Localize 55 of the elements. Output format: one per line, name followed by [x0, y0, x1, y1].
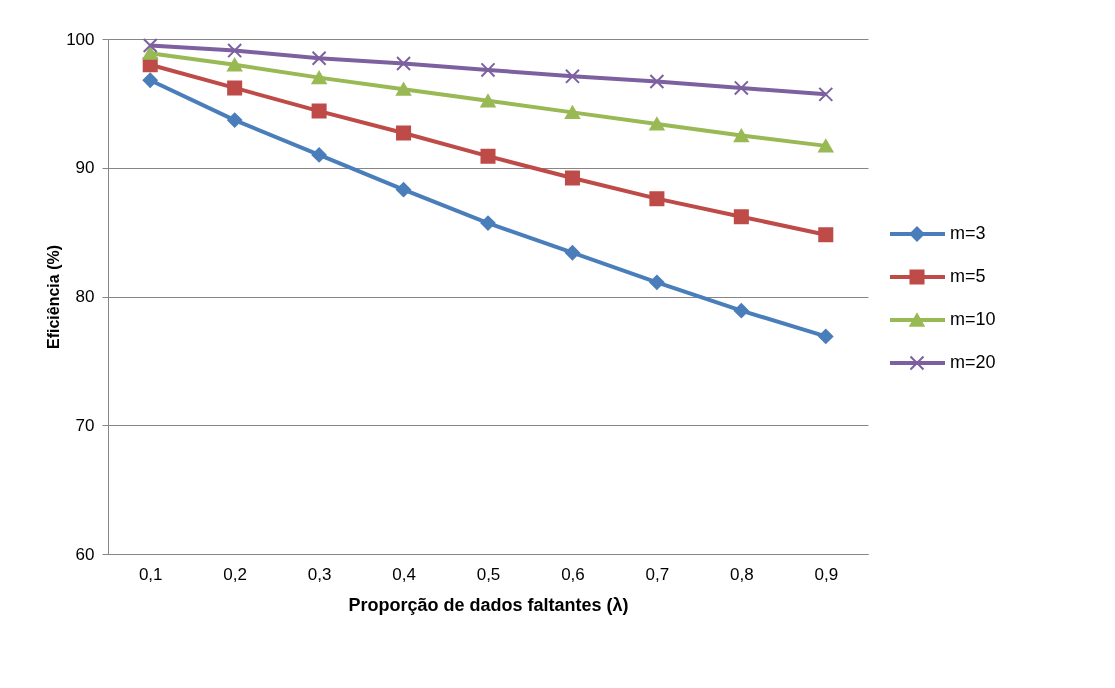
point: [227, 80, 243, 96]
point: [311, 103, 327, 119]
point: [564, 105, 580, 120]
point: [649, 191, 665, 207]
x-tick-label: 0,1: [138, 564, 163, 584]
point: [142, 46, 158, 60]
point: [564, 245, 580, 261]
point: [818, 227, 834, 243]
point: [311, 147, 327, 163]
point: [818, 86, 834, 102]
point: [733, 80, 749, 96]
legend-label: m=3: [950, 223, 986, 243]
x-axis-title: Proporção de dados faltantes (λ): [348, 594, 629, 615]
legend-label: m=5: [950, 266, 986, 286]
point: [311, 50, 327, 66]
y-tick-label: 80: [75, 287, 95, 306]
point: [733, 209, 749, 225]
point: [142, 37, 158, 53]
point: [649, 117, 665, 131]
x-tick-label: 0,5: [476, 564, 501, 584]
point: [564, 170, 580, 186]
legend-label: m=10: [950, 309, 996, 329]
point: [396, 125, 412, 141]
y-tick-label: 70: [75, 415, 95, 435]
y-axis-title: Eficiência (%): [45, 244, 63, 350]
x-tick-label: 0,7: [645, 564, 670, 584]
point: [227, 112, 243, 128]
y-tick-label: 100: [66, 29, 95, 49]
point: [480, 148, 496, 164]
point: [480, 62, 496, 78]
point: [480, 215, 496, 231]
point: [649, 274, 665, 290]
x-tick-label: 0,2: [223, 564, 247, 584]
x-tick-label: 0,4: [392, 564, 416, 584]
x-tick-label: 0,8: [730, 564, 754, 584]
point: [733, 303, 749, 319]
point: [818, 139, 834, 153]
x-tick-label: 0,6: [561, 564, 585, 584]
point: [142, 72, 158, 88]
y-tick-label: 60: [75, 544, 95, 564]
legend-label: m=20: [950, 352, 996, 372]
point: [396, 55, 412, 71]
point: [480, 94, 496, 108]
point: [733, 128, 749, 143]
point: [396, 182, 412, 198]
x-tick-label: 0,9: [814, 564, 839, 584]
x-tick-label: 0,3: [307, 564, 332, 584]
point: [818, 328, 834, 344]
point: [396, 82, 412, 96]
point: [311, 70, 327, 85]
point: [227, 43, 243, 59]
y-tick-label: 90: [75, 158, 95, 178]
point: [564, 68, 580, 84]
point: [649, 73, 665, 90]
point: [227, 58, 243, 72]
